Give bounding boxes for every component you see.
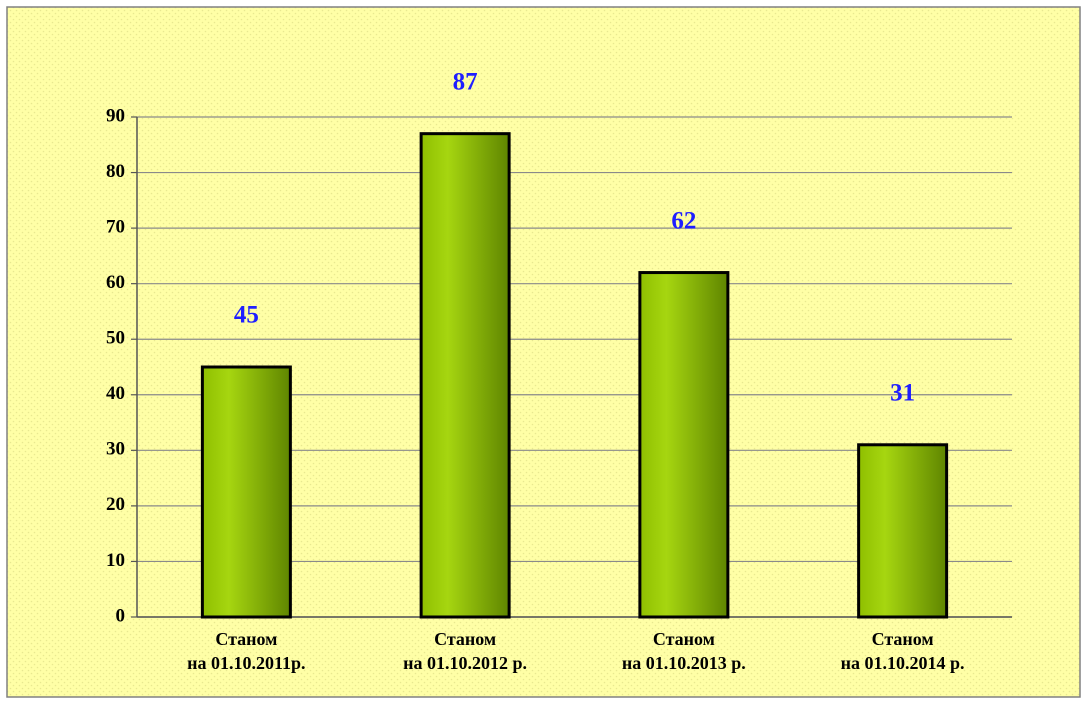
y-tick-label: 0 xyxy=(116,605,126,626)
x-tick-label: Станом на 01.10.2013 р. xyxy=(621,629,746,673)
y-tick-label: 10 xyxy=(106,550,125,571)
bar xyxy=(638,271,730,619)
value-label: 87 xyxy=(453,68,478,95)
value-label: 62 xyxy=(671,207,696,234)
value-label: 31 xyxy=(890,380,915,407)
value-label: 45 xyxy=(234,302,259,329)
y-tick-label: 70 xyxy=(106,216,125,237)
y-tick-label: 60 xyxy=(106,272,125,293)
y-tick-label: 30 xyxy=(106,439,125,460)
x-tick-label: Станом на 01.10.2011р. xyxy=(187,629,306,673)
bar xyxy=(419,132,511,619)
y-tick-label: 80 xyxy=(106,161,125,182)
y-tick-label: 50 xyxy=(106,328,125,349)
bar xyxy=(857,443,949,619)
bar xyxy=(200,365,292,619)
x-tick-label: Станом на 01.10.2014 р. xyxy=(840,629,965,673)
y-tick-label: 90 xyxy=(106,105,125,126)
x-tick-label: Станом на 01.10.2012 р. xyxy=(403,629,528,673)
y-tick-label: 20 xyxy=(106,494,125,515)
y-tick-label: 40 xyxy=(106,383,125,404)
